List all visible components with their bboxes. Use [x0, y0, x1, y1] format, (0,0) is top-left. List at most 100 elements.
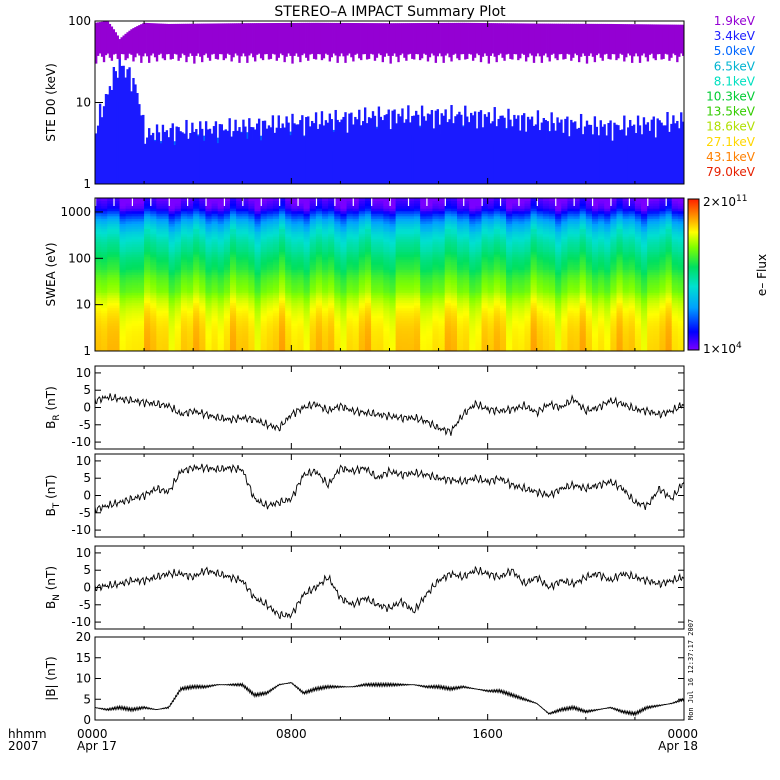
swea-cell	[217, 241, 225, 245]
swea-cell	[107, 300, 114, 304]
swea-cell	[162, 236, 170, 240]
swea-cell	[144, 279, 151, 283]
swea-cell	[150, 233, 157, 237]
swea-cell	[248, 340, 256, 344]
swea-cell	[205, 333, 213, 337]
swea-cell	[217, 274, 225, 278]
swea-cell	[248, 208, 256, 212]
ste-bar	[617, 125, 620, 184]
swea-cell	[131, 226, 139, 230]
ste-bar	[521, 115, 524, 184]
ste-bar	[413, 115, 416, 184]
swea-cell	[199, 271, 206, 275]
swea-cell	[187, 305, 194, 309]
swea-cell	[101, 297, 108, 301]
swea-cell	[113, 213, 121, 217]
ste-bar	[485, 116, 489, 184]
swea-cell	[242, 330, 249, 334]
ste-bar	[475, 128, 479, 184]
ste-bar	[138, 25, 141, 56]
ste-bar	[542, 23, 545, 56]
ste-bar	[650, 24, 653, 54]
swea-cell	[131, 325, 139, 329]
swea-cell	[199, 251, 206, 255]
swea-cell	[242, 333, 249, 337]
swea-cell	[187, 251, 194, 255]
swea-column	[223, 198, 231, 352]
swea-cell	[248, 233, 256, 237]
swea-cell	[223, 271, 231, 275]
ste-bar	[116, 77, 119, 184]
swea-cell	[156, 203, 163, 207]
ste-bar	[428, 114, 432, 184]
swea-cell	[150, 218, 157, 222]
swea-cell	[156, 330, 163, 334]
ste-bar	[201, 128, 204, 184]
ste-bar	[672, 115, 675, 184]
ste-bar	[593, 23, 597, 63]
swea-cell	[180, 256, 188, 260]
swea-gap	[150, 198, 152, 206]
ste-bar	[149, 135, 153, 184]
swea-cell	[187, 271, 194, 275]
ste-bar	[110, 89, 114, 184]
swea-cell	[229, 218, 237, 222]
swea-cell	[223, 310, 231, 314]
swea-cell	[242, 307, 249, 311]
swea-cell	[144, 284, 151, 288]
swea-cell	[211, 246, 219, 250]
swea-cell	[144, 322, 151, 326]
swea-cell	[254, 348, 262, 352]
swea-cell	[137, 277, 145, 281]
swea-cell	[174, 345, 182, 349]
swea-cell	[242, 208, 249, 212]
swea-cell	[174, 226, 182, 230]
swea-cell	[101, 310, 108, 314]
swea-cell	[211, 277, 219, 281]
ste-bar	[236, 23, 239, 56]
swea-cell	[131, 282, 139, 286]
swea-cell	[156, 200, 163, 204]
swea-cell	[144, 282, 151, 286]
swea-cell	[187, 274, 194, 278]
swea-cell	[223, 294, 231, 298]
swea-cell	[217, 287, 225, 291]
swea-cell	[162, 238, 170, 242]
ste-bar	[409, 23, 412, 54]
swea-cell	[162, 266, 170, 270]
swea-cell	[101, 307, 108, 311]
swea-cell	[144, 348, 151, 352]
ste-bar	[375, 128, 379, 184]
swea-cell	[187, 213, 194, 217]
swea-cell	[236, 249, 243, 253]
swea-cell	[119, 297, 127, 301]
swea-cell	[107, 343, 114, 347]
swea-cell	[113, 333, 121, 337]
swea-column	[229, 198, 237, 352]
swea-cell	[211, 289, 219, 293]
swea-cell	[205, 330, 213, 334]
swea-cell	[162, 310, 170, 314]
ste-bar	[185, 119, 188, 184]
swea-cell	[119, 292, 127, 296]
swea-cell	[223, 345, 231, 349]
ste-bar	[204, 23, 208, 54]
ste-bar	[318, 22, 322, 55]
swea-cell	[125, 287, 133, 291]
ste-bar	[328, 22, 331, 62]
swea-cell	[187, 215, 194, 219]
ste-bar	[493, 23, 496, 57]
swea-cell	[187, 302, 194, 306]
ste-bar	[151, 132, 155, 184]
swea-cell	[211, 302, 219, 306]
swea-cell	[119, 254, 127, 258]
ste-bar	[338, 122, 341, 184]
swea-cell	[180, 322, 188, 326]
ste-bar	[636, 115, 640, 184]
swea-cell	[223, 198, 231, 202]
swea-cell	[168, 279, 176, 283]
swea-cell	[168, 271, 176, 275]
swea-cell	[168, 292, 176, 296]
ste-bar	[542, 118, 545, 184]
swea-cell	[101, 251, 108, 255]
